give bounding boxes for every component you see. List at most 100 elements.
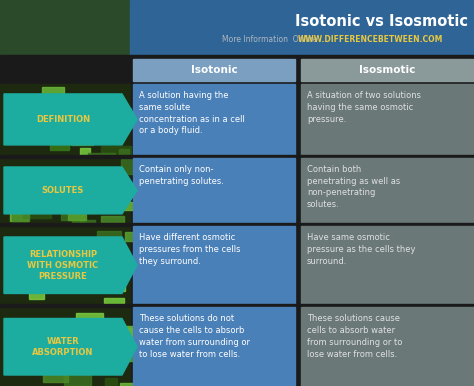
Bar (9, 133, 29, 140)
Bar (69, 349, 97, 355)
Bar (0, 158, 130, 223)
Bar (43, 371, 68, 382)
Bar (98, 286, 125, 291)
Bar (23, 243, 34, 249)
Bar (133, 84, 295, 155)
Bar (22, 331, 36, 339)
Bar (95, 275, 117, 280)
Bar (68, 214, 86, 220)
Text: Isotonic vs Isosmotic: Isotonic vs Isosmotic (295, 14, 468, 29)
Bar (20, 243, 34, 251)
Bar (88, 153, 115, 163)
Bar (26, 110, 52, 115)
Bar (78, 273, 106, 278)
Bar (301, 308, 474, 386)
Bar (120, 383, 135, 386)
Bar (95, 330, 117, 339)
Text: DEFINITION: DEFINITION (36, 115, 90, 124)
Bar (40, 175, 50, 184)
Bar (88, 201, 111, 210)
Bar (91, 320, 117, 328)
Bar (47, 118, 70, 132)
Bar (65, 202, 91, 210)
Polygon shape (4, 167, 137, 214)
Bar (0, 308, 130, 386)
Bar (85, 240, 100, 254)
Bar (0, 155, 474, 158)
Text: These solutions do not
cause the cells to absorb
water from surrounding or
to lo: These solutions do not cause the cells t… (139, 315, 250, 359)
Bar (62, 213, 73, 220)
Polygon shape (4, 94, 137, 145)
Bar (301, 226, 474, 305)
Bar (79, 136, 88, 144)
Bar (301, 158, 474, 223)
Bar (104, 298, 124, 303)
Text: These solutions cause
cells to absorb water
from surrounding or to
lose water fr: These solutions cause cells to absorb wa… (307, 315, 402, 359)
Bar (6, 330, 30, 334)
Bar (68, 132, 91, 142)
Bar (42, 178, 54, 186)
Bar (133, 59, 295, 81)
Bar (123, 326, 146, 338)
Bar (99, 338, 116, 349)
Bar (96, 99, 107, 107)
Bar (80, 128, 109, 139)
Bar (105, 378, 117, 386)
Bar (91, 280, 120, 291)
Bar (0, 0, 130, 55)
Bar (301, 84, 474, 155)
Bar (0, 223, 474, 226)
Bar (12, 210, 29, 222)
Bar (0, 55, 474, 59)
Text: More Information  Online: More Information Online (222, 35, 318, 44)
Text: Contain only non-
penetrating solutes.: Contain only non- penetrating solutes. (139, 165, 224, 186)
Bar (98, 201, 116, 208)
Bar (124, 202, 133, 210)
Bar (50, 140, 70, 151)
Bar (101, 146, 131, 158)
Bar (76, 313, 103, 318)
Bar (130, 0, 474, 55)
Bar (93, 256, 103, 261)
Bar (81, 111, 96, 116)
Bar (133, 158, 295, 223)
Bar (80, 148, 90, 163)
Polygon shape (4, 237, 137, 293)
Bar (110, 328, 132, 340)
Text: Isosmotic: Isosmotic (359, 65, 416, 75)
Bar (71, 178, 85, 192)
Text: Have same osmotic
pressure as the cells they
surround.: Have same osmotic pressure as the cells … (307, 233, 416, 266)
Text: Isotonic: Isotonic (191, 65, 237, 75)
Polygon shape (4, 318, 137, 375)
Bar (64, 372, 91, 385)
Bar (49, 325, 74, 333)
Text: A situation of two solutions
having the same osmotic
pressure.: A situation of two solutions having the … (307, 91, 421, 124)
Bar (75, 276, 88, 285)
Bar (80, 220, 95, 227)
Bar (126, 232, 149, 241)
Bar (121, 159, 142, 174)
Bar (79, 249, 102, 263)
Bar (87, 186, 112, 198)
Bar (87, 99, 98, 107)
Text: RELATIONSHIP
WITH OSMOTIC
PRESSURE: RELATIONSHIP WITH OSMOTIC PRESSURE (27, 250, 99, 281)
Bar (10, 209, 27, 220)
Bar (101, 216, 124, 229)
Bar (23, 209, 51, 218)
Text: SOLUTES: SOLUTES (42, 186, 84, 195)
Bar (21, 130, 35, 139)
Bar (93, 240, 121, 245)
Bar (67, 287, 94, 291)
Text: A solution having the
same solute
concentration as in a cell
or a body fluid.: A solution having the same solute concen… (139, 91, 245, 135)
Bar (119, 149, 129, 156)
Bar (42, 87, 64, 101)
Bar (73, 214, 83, 223)
Bar (21, 339, 47, 349)
Bar (29, 289, 44, 299)
Bar (123, 121, 140, 128)
Bar (0, 59, 130, 81)
Text: Have different osmotic
pressures from the cells
they surround.: Have different osmotic pressures from th… (139, 233, 240, 266)
Bar (109, 299, 122, 303)
Bar (89, 284, 111, 291)
Text: WATER
ABSORPTION: WATER ABSORPTION (32, 337, 94, 357)
